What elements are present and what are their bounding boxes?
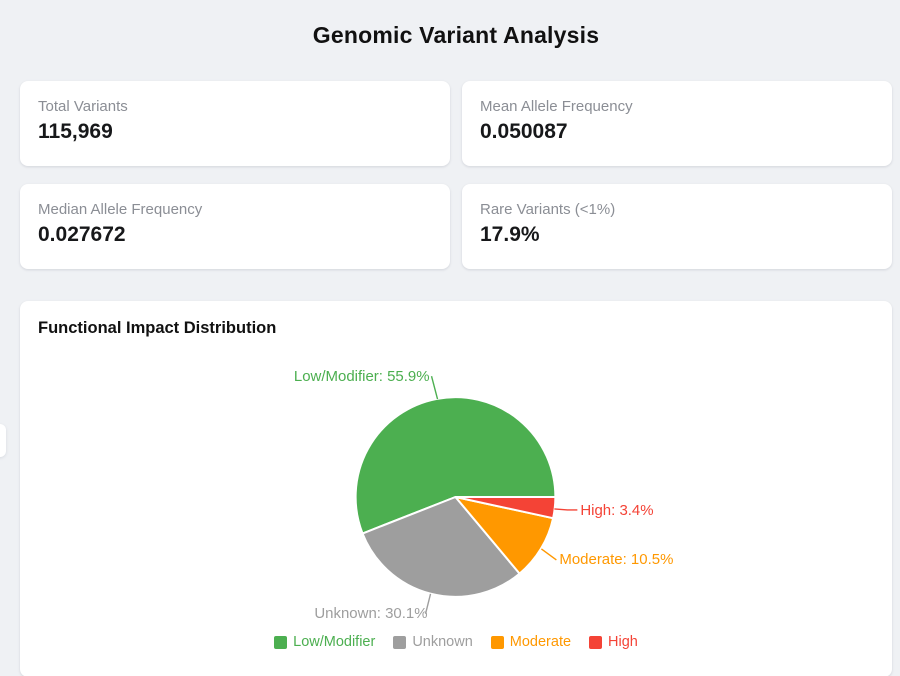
pie-label-line-unknown bbox=[424, 593, 432, 615]
legend-label-high: High bbox=[608, 634, 638, 650]
pie-label-moderate: Moderate: 10.5% bbox=[559, 551, 673, 568]
stat-card-median-allele-frequency: Median Allele Frequency 0.027672 bbox=[20, 184, 450, 269]
pie-slice-unknown[interactable] bbox=[361, 495, 521, 598]
stat-label: Median Allele Frequency bbox=[38, 201, 203, 218]
stat-value: 115,969 bbox=[38, 120, 113, 143]
legend-swatch-high bbox=[589, 635, 603, 649]
legend-label-unknown: Unknown bbox=[412, 634, 473, 650]
legend-swatch-low-modifier bbox=[274, 635, 288, 649]
legend-item-unknown[interactable]: Unknown bbox=[393, 634, 473, 650]
chart-title: Functional Impact Distribution bbox=[38, 319, 277, 337]
page-title: Genomic Variant Analysis bbox=[312, 22, 600, 48]
pie-label-low-modifier: Low/Modifier: 55.9% bbox=[294, 368, 430, 385]
stat-value: 17.9% bbox=[480, 223, 540, 246]
legend-label-moderate: Moderate bbox=[509, 634, 572, 650]
pie-chart: Low/Modifier: 55.9% Unknown: 30.1% Moderat… bbox=[294, 368, 673, 622]
stat-label: Total Variants bbox=[38, 98, 128, 115]
legend-swatch-unknown bbox=[393, 635, 407, 649]
pie-label-line-high bbox=[554, 508, 578, 511]
offscreen-card-fragment bbox=[0, 424, 6, 457]
legend-item-high[interactable]: High bbox=[589, 634, 638, 650]
stat-card-total-variants: Total Variants 115,969 bbox=[20, 81, 450, 166]
legend-item-low-modifier[interactable]: Low/Modifier bbox=[274, 634, 375, 650]
chart-legend: Low/Modifier Unknown Moderate High bbox=[38, 634, 874, 650]
legend-item-moderate[interactable]: Moderate bbox=[490, 634, 572, 650]
pie-label-line-moderate bbox=[540, 548, 557, 561]
pie-label-unknown: Unknown: 30.1% bbox=[314, 605, 427, 622]
stat-label: Rare Variants (<1%) bbox=[480, 201, 616, 218]
functional-impact-card: Functional Impact Distribution Low/Modif… bbox=[20, 301, 892, 676]
stat-label: Mean Allele Frequency bbox=[480, 98, 633, 115]
pie-label-line-low-modifier bbox=[430, 375, 439, 400]
stats-grid: Total Variants 115,969 Mean Allele Frequ… bbox=[20, 81, 892, 269]
pie-label-high: High: 3.4% bbox=[580, 502, 653, 519]
stat-value: 0.027672 bbox=[38, 223, 126, 246]
legend-label-low-modifier: Low/Modifier bbox=[293, 634, 376, 650]
legend-swatch-moderate bbox=[490, 635, 504, 649]
pie-slice-high[interactable] bbox=[454, 495, 557, 520]
stat-value: 0.050087 bbox=[480, 120, 568, 143]
stat-card-mean-allele-frequency: Mean Allele Frequency 0.050087 bbox=[462, 81, 892, 166]
stat-card-rare-variants: Rare Variants (<1%) 17.9% bbox=[462, 184, 892, 269]
